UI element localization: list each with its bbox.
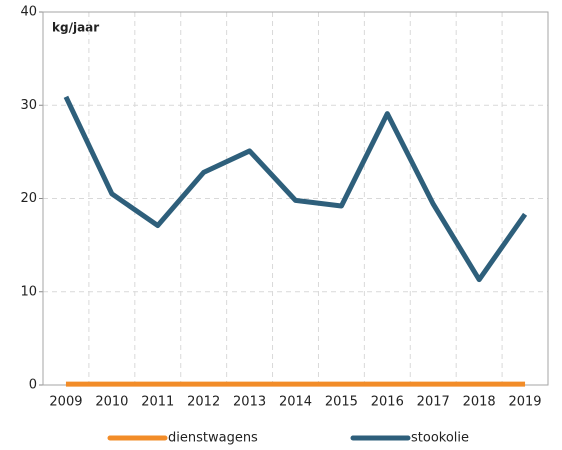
y-tick-label: 40: [20, 5, 37, 20]
x-tick-label: 2014: [279, 395, 312, 410]
unit-annotation: kg/jaar: [52, 21, 99, 35]
x-tick-label: 2018: [463, 395, 496, 410]
x-tick-label: 2010: [95, 395, 128, 410]
y-tick-label: 20: [20, 191, 37, 206]
legend-label: dienstwagens: [168, 431, 258, 446]
x-tick-label: 2012: [187, 395, 220, 410]
plot: 0 10 20 30 40 2009 2010 2011 2012 2013 2014 2015 201…: [20, 5, 549, 446]
y-tick-label: 10: [20, 284, 37, 299]
series-line: [63, 95, 528, 283]
y-tick-label: 0: [29, 378, 37, 393]
x-tick-label: 2019: [508, 395, 541, 410]
x-tick-label: 2017: [417, 395, 450, 410]
legend-label: stookolie: [411, 431, 469, 446]
y-tick-label: 30: [20, 98, 37, 113]
x-tick-label: 2015: [325, 395, 358, 410]
x-tick-label: 2009: [49, 395, 82, 410]
x-tick-label: 2013: [233, 395, 266, 410]
x-tick-label: 2011: [141, 395, 174, 410]
x-tick-label: 2016: [371, 395, 404, 410]
